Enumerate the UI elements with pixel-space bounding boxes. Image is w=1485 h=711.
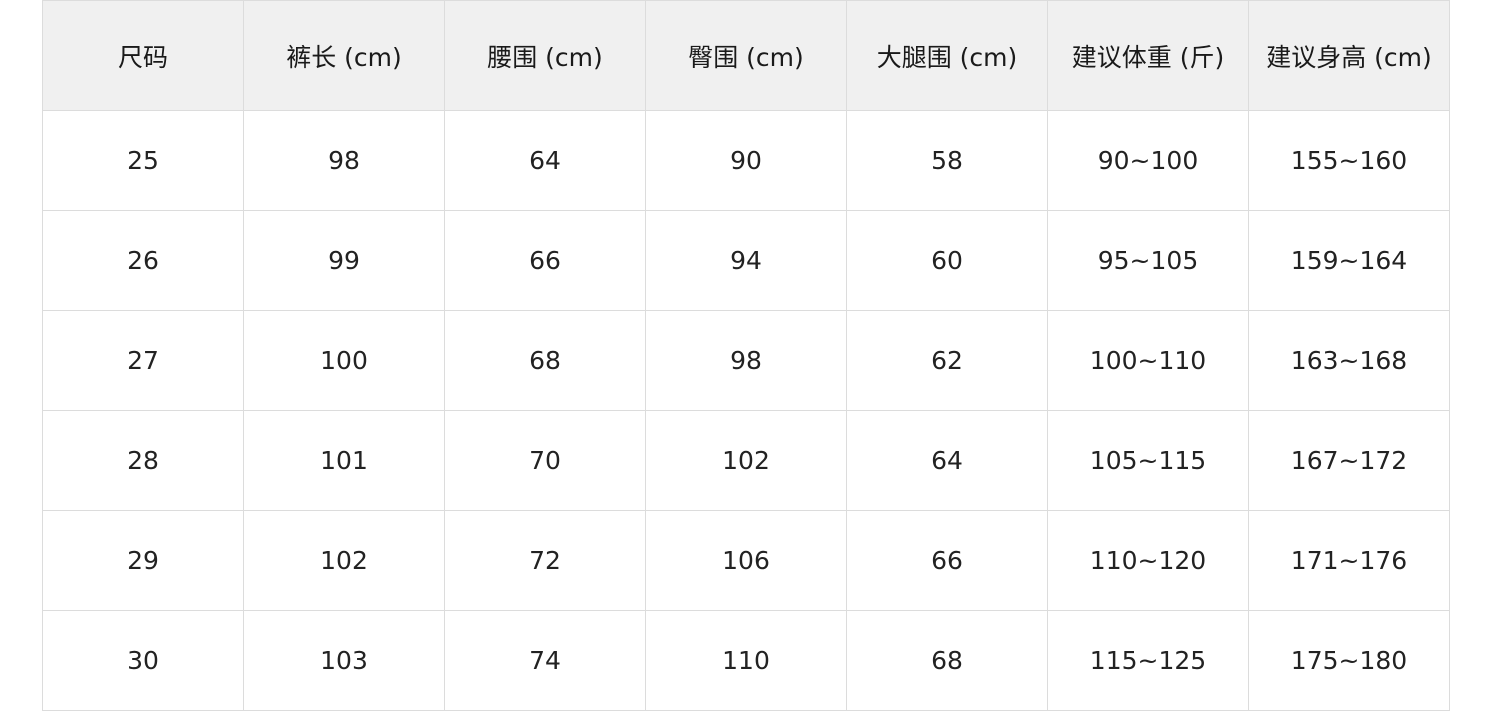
table-body: 25 98 64 90 58 90~100 155~160 26 99 66 94 60 95~105 1… <box>42 110 1450 711</box>
table-cell: 64 <box>846 410 1048 511</box>
table-cell: 90 <box>645 110 847 211</box>
table-row: 27 100 68 98 62 100~110 163~168 <box>42 310 1450 411</box>
table-cell: 26 <box>42 210 244 311</box>
table-cell: 171~176 <box>1248 510 1450 611</box>
table-cell: 94 <box>645 210 847 311</box>
table-cell: 95~105 <box>1047 210 1249 311</box>
table-cell: 74 <box>444 610 646 711</box>
table-cell: 159~164 <box>1248 210 1450 311</box>
table-cell: 105~115 <box>1047 410 1249 511</box>
table-cell: 102 <box>243 510 445 611</box>
table-cell: 110 <box>645 610 847 711</box>
table-cell: 90~100 <box>1047 110 1249 211</box>
table-cell: 62 <box>846 310 1048 411</box>
table-cell: 60 <box>846 210 1048 311</box>
column-header: 建议身高 (cm) <box>1248 0 1450 111</box>
header-row: 尺码 裤长 (cm) 腰围 (cm) 臀围 (cm) 大腿围 (cm) 建议体重 (斤) 建… <box>42 0 1450 111</box>
table-cell: 99 <box>243 210 445 311</box>
table-cell: 64 <box>444 110 646 211</box>
column-header: 大腿围 (cm) <box>846 0 1048 111</box>
table-cell: 115~125 <box>1047 610 1249 711</box>
table-cell: 110~120 <box>1047 510 1249 611</box>
table-cell: 102 <box>645 410 847 511</box>
table-row: 30 103 74 110 68 115~125 175~180 <box>42 610 1450 711</box>
table-cell: 25 <box>42 110 244 211</box>
table-cell: 27 <box>42 310 244 411</box>
table-cell: 70 <box>444 410 646 511</box>
table-cell: 28 <box>42 410 244 511</box>
column-header: 建议体重 (斤) <box>1047 0 1249 111</box>
table-cell: 66 <box>444 210 646 311</box>
table-cell: 68 <box>444 310 646 411</box>
table-row: 28 101 70 102 64 105~115 167~172 <box>42 410 1450 511</box>
table-cell: 175~180 <box>1248 610 1450 711</box>
table-header: 尺码 裤长 (cm) 腰围 (cm) 臀围 (cm) 大腿围 (cm) 建议体重 (斤) 建… <box>42 0 1450 111</box>
table-cell: 155~160 <box>1248 110 1450 211</box>
column-header: 腰围 (cm) <box>444 0 646 111</box>
size-chart-table: 尺码 裤长 (cm) 腰围 (cm) 臀围 (cm) 大腿围 (cm) 建议体重 (斤) 建… <box>42 0 1450 711</box>
table-cell: 58 <box>846 110 1048 211</box>
table-cell: 29 <box>42 510 244 611</box>
table-row: 29 102 72 106 66 110~120 171~176 <box>42 510 1450 611</box>
table-cell: 66 <box>846 510 1048 611</box>
table-cell: 103 <box>243 610 445 711</box>
table-row: 26 99 66 94 60 95~105 159~164 <box>42 210 1450 311</box>
table-cell: 106 <box>645 510 847 611</box>
column-header: 尺码 <box>42 0 244 111</box>
table-cell: 167~172 <box>1248 410 1450 511</box>
table-cell: 101 <box>243 410 445 511</box>
table-row: 25 98 64 90 58 90~100 155~160 <box>42 110 1450 211</box>
table-cell: 30 <box>42 610 244 711</box>
table-cell: 163~168 <box>1248 310 1450 411</box>
column-header: 臀围 (cm) <box>645 0 847 111</box>
table-cell: 100~110 <box>1047 310 1249 411</box>
column-header: 裤长 (cm) <box>243 0 445 111</box>
table-cell: 72 <box>444 510 646 611</box>
table-cell: 98 <box>243 110 445 211</box>
table-cell: 100 <box>243 310 445 411</box>
table-cell: 68 <box>846 610 1048 711</box>
table-cell: 98 <box>645 310 847 411</box>
